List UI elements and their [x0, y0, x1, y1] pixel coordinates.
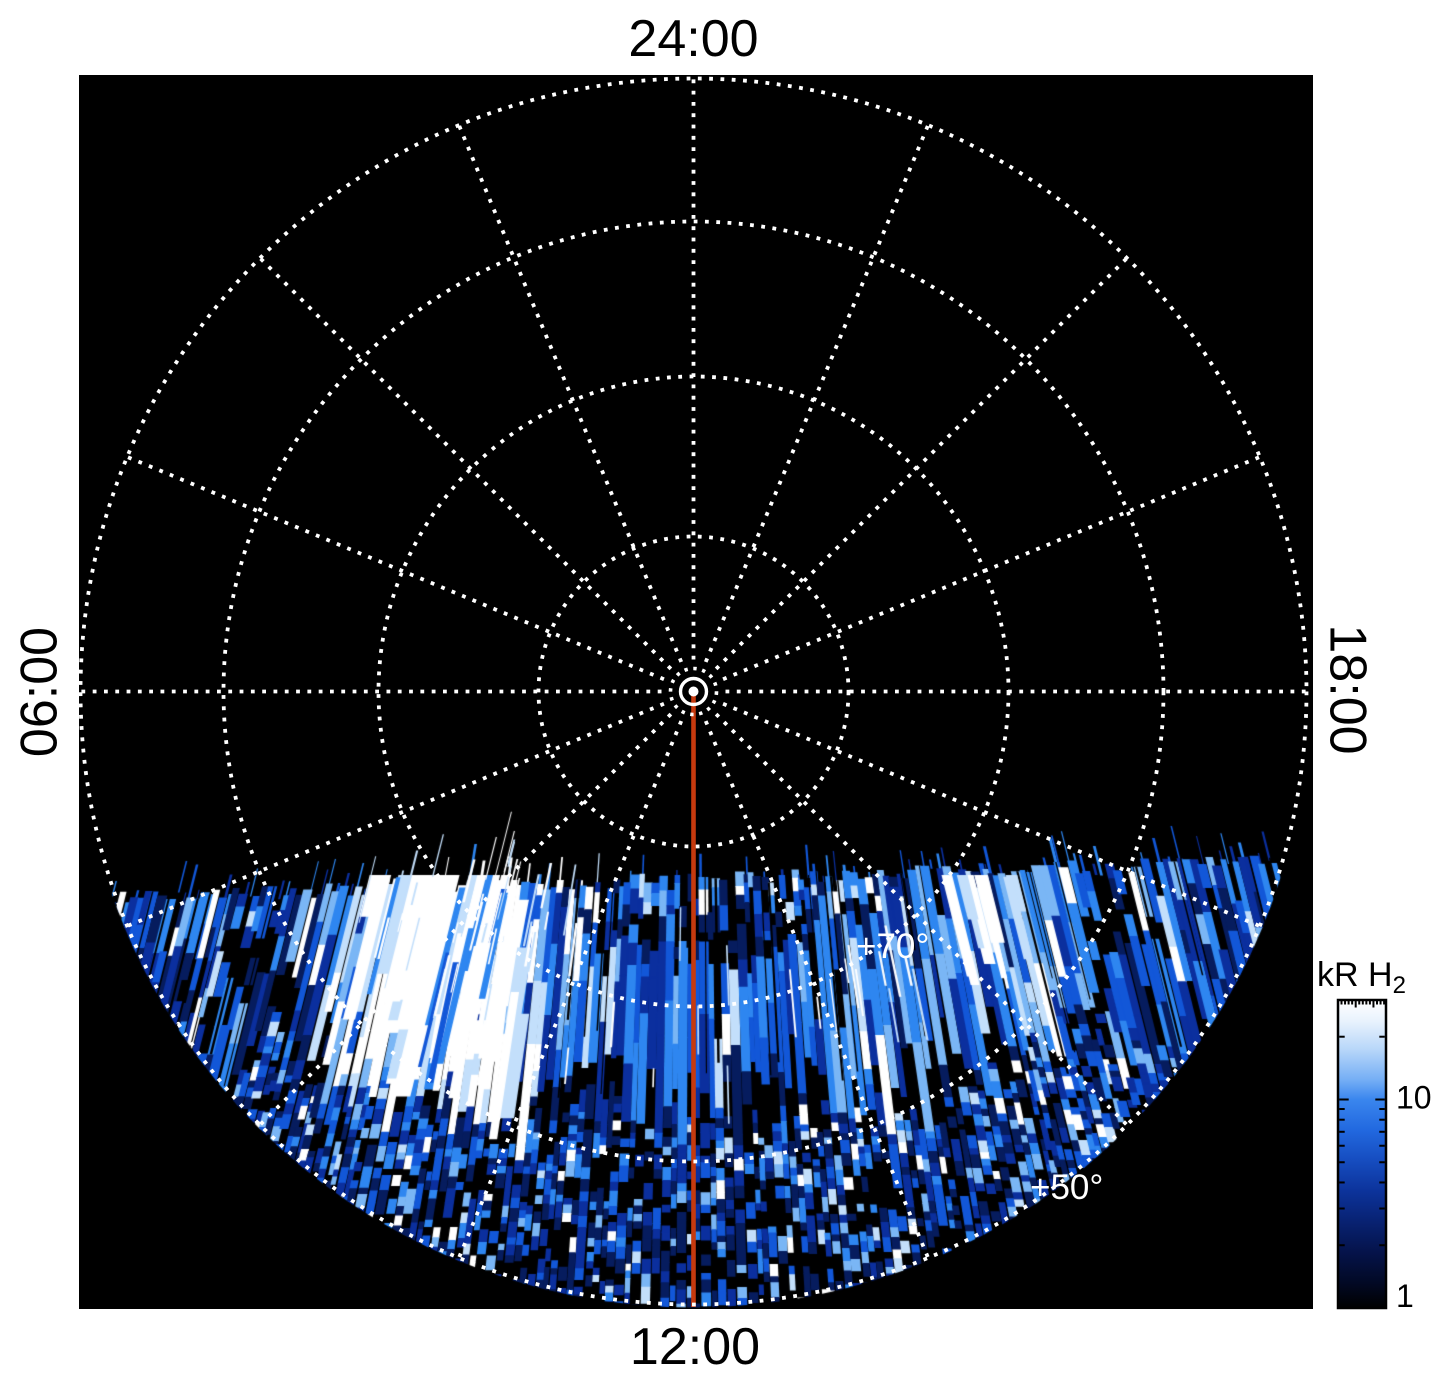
- svg-text:12:00: 12:00: [630, 1318, 760, 1376]
- svg-text:06:00: 06:00: [11, 627, 69, 757]
- svg-text:+70°: +70°: [856, 927, 929, 966]
- svg-text:24:00: 24:00: [628, 10, 758, 68]
- svg-text:kR H2: kR H2: [1317, 956, 1406, 999]
- svg-text:1: 1: [1396, 1278, 1414, 1314]
- svg-text:10: 10: [1396, 1080, 1432, 1116]
- svg-text:18:00: 18:00: [1319, 624, 1377, 754]
- svg-text:+50°: +50°: [1030, 1168, 1103, 1207]
